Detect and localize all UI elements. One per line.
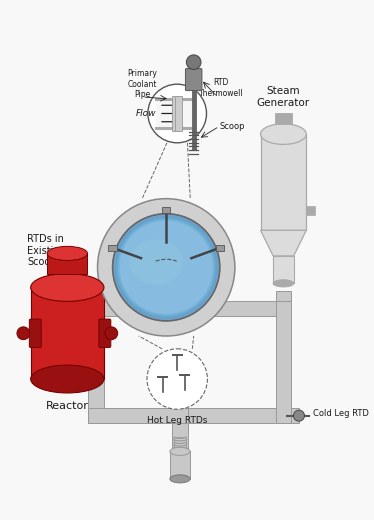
FancyBboxPatch shape <box>88 408 188 423</box>
FancyBboxPatch shape <box>306 205 315 215</box>
Circle shape <box>98 199 235 336</box>
Circle shape <box>148 84 206 143</box>
Circle shape <box>117 218 216 317</box>
Circle shape <box>105 327 118 340</box>
FancyBboxPatch shape <box>261 134 306 230</box>
FancyBboxPatch shape <box>275 113 292 124</box>
FancyBboxPatch shape <box>156 99 176 128</box>
Polygon shape <box>261 230 306 256</box>
Text: Scoop: Scoop <box>219 122 245 131</box>
Text: Steam
Generator: Steam Generator <box>257 86 310 108</box>
Circle shape <box>113 214 220 321</box>
Text: Flow: Flow <box>136 109 156 118</box>
Ellipse shape <box>31 365 104 393</box>
Circle shape <box>114 215 218 319</box>
Circle shape <box>120 221 212 314</box>
Text: Primary
Coolant
Pipe: Primary Coolant Pipe <box>128 69 157 99</box>
Text: RTDs in
Existing
Scoops: RTDs in Existing Scoops <box>27 234 66 267</box>
Text: RTD
Thermowell: RTD Thermowell <box>199 78 243 98</box>
Circle shape <box>116 217 217 318</box>
FancyBboxPatch shape <box>88 301 104 423</box>
FancyBboxPatch shape <box>47 253 88 274</box>
FancyBboxPatch shape <box>179 99 193 128</box>
FancyBboxPatch shape <box>216 244 224 251</box>
FancyBboxPatch shape <box>31 288 104 379</box>
Text: Hot Leg RTDs: Hot Leg RTDs <box>147 415 208 425</box>
Ellipse shape <box>31 274 104 302</box>
FancyBboxPatch shape <box>174 437 186 451</box>
FancyBboxPatch shape <box>162 207 170 213</box>
Text: Cold Leg RTD: Cold Leg RTD <box>313 409 369 418</box>
Ellipse shape <box>130 239 183 285</box>
FancyBboxPatch shape <box>273 256 294 283</box>
FancyBboxPatch shape <box>88 408 299 423</box>
Circle shape <box>113 215 219 320</box>
FancyBboxPatch shape <box>175 96 183 131</box>
Circle shape <box>113 214 220 321</box>
FancyBboxPatch shape <box>108 244 117 251</box>
Circle shape <box>186 55 201 70</box>
FancyBboxPatch shape <box>170 451 190 479</box>
Circle shape <box>119 220 213 315</box>
Circle shape <box>117 218 215 316</box>
FancyBboxPatch shape <box>29 319 41 347</box>
FancyBboxPatch shape <box>172 408 188 465</box>
FancyBboxPatch shape <box>104 301 283 316</box>
Ellipse shape <box>47 246 88 261</box>
FancyBboxPatch shape <box>186 69 202 90</box>
Circle shape <box>118 219 214 315</box>
Text: Reactor: Reactor <box>46 401 89 411</box>
Circle shape <box>294 410 304 421</box>
FancyBboxPatch shape <box>276 301 291 423</box>
Ellipse shape <box>170 447 190 456</box>
Ellipse shape <box>273 280 294 287</box>
FancyBboxPatch shape <box>172 96 180 131</box>
Ellipse shape <box>170 475 190 483</box>
Circle shape <box>115 216 217 318</box>
Circle shape <box>17 327 30 340</box>
Ellipse shape <box>261 124 306 145</box>
Circle shape <box>147 349 208 409</box>
FancyBboxPatch shape <box>276 291 291 301</box>
FancyBboxPatch shape <box>99 319 111 347</box>
